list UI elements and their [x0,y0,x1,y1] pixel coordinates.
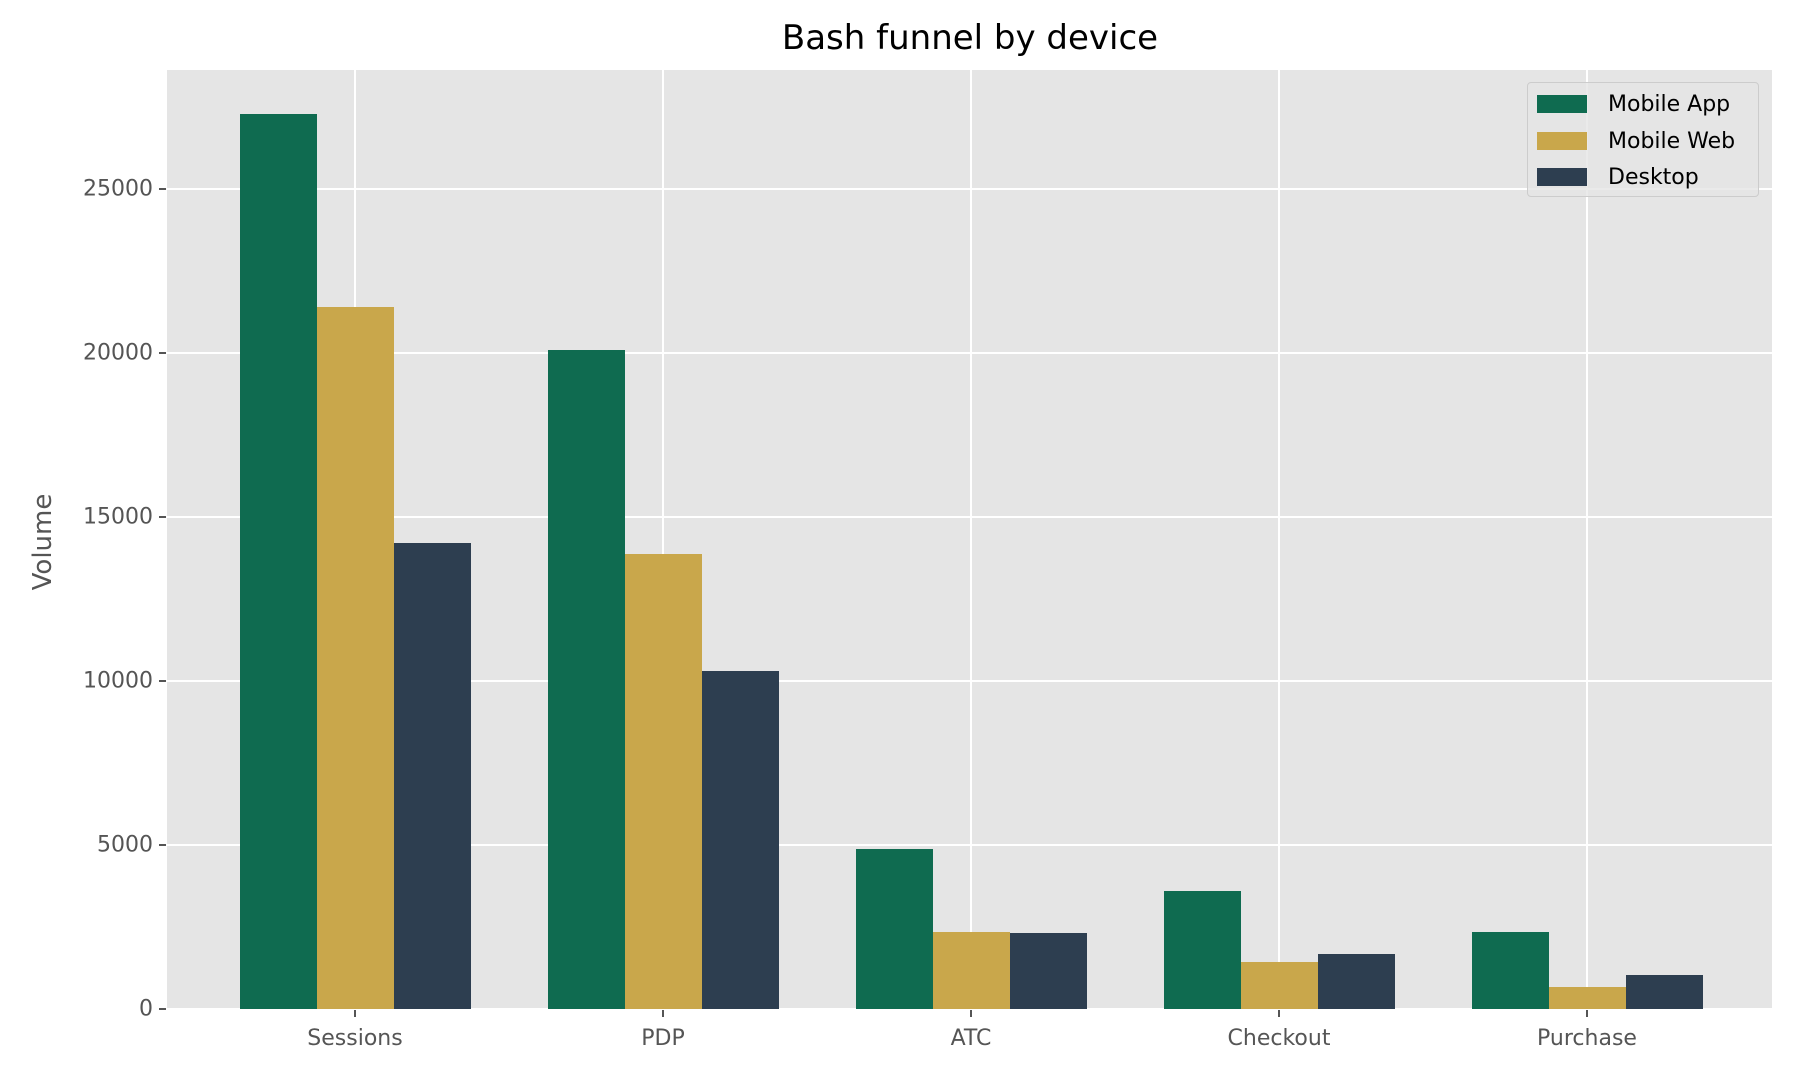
bar-desktop-checkout [1317,953,1395,1009]
bar-desktop-purchase [1625,974,1703,1009]
y-tick-mark [159,680,166,683]
legend-label: Mobile Web [1608,128,1736,154]
y-tick-mark [159,188,166,191]
bar-mobile-app-sessions [239,113,317,1009]
legend-label: Desktop [1608,164,1699,190]
bar-mobile-web-purchase [1548,987,1626,1009]
bar-desktop-pdp [701,671,779,1009]
y-axis-label: Volume [28,493,58,591]
chart-title: Bash funnel by device [781,18,1159,58]
y-tick-mark [159,1008,166,1010]
legend-item-desktop: Desktop [1537,164,1699,190]
gridline-x [662,70,664,1009]
bar-mobile-app-purchase [1471,931,1549,1009]
legend-swatch [1537,168,1587,186]
bar-mobile-web-pdp [624,554,702,1009]
x-tick-label: Checkout [1227,1026,1331,1051]
bar-desktop-atc [1009,932,1087,1009]
x-tick-mark [1586,1010,1588,1017]
legend: Mobile App Mobile Web Desktop [1527,82,1759,197]
x-tick-label: Purchase [1537,1026,1637,1051]
bar-mobile-app-pdp [547,350,625,1009]
x-tick-mark [354,1010,356,1017]
gridline-y [167,188,1772,191]
gridline-x [1278,70,1280,1009]
bar-mobile-app-checkout [1163,890,1241,1009]
bar-mobile-web-checkout [1240,962,1318,1009]
legend-item-mobile-web: Mobile Web [1537,128,1736,154]
x-tick-mark [970,1010,972,1017]
x-tick-label: ATC [950,1026,992,1051]
bar-mobile-web-atc [932,931,1010,1009]
y-tick-label: 10000 [83,668,153,694]
legend-swatch [1537,95,1587,113]
plot-area [167,70,1772,1009]
y-tick-label: 25000 [83,176,153,202]
x-tick-mark [662,1010,664,1017]
y-tick-label: 5000 [97,832,153,858]
legend-label: Mobile App [1608,91,1731,117]
bar-mobile-web-sessions [316,307,394,1009]
legend-item-mobile-app: Mobile App [1537,91,1731,117]
y-tick-mark [159,352,166,355]
y-tick-mark [159,844,166,846]
gridline-y [167,516,1772,519]
gridline-y [167,844,1772,846]
x-tick-label: Sessions [307,1026,403,1051]
legend-swatch [1537,132,1587,150]
x-tick-mark [1278,1010,1280,1017]
gridline-y [167,680,1772,683]
y-tick-label: 20000 [83,340,153,366]
bar-desktop-sessions [393,542,471,1009]
gridline-x [1586,70,1588,1009]
y-tick-label: 15000 [83,504,153,530]
y-tick-label: 0 [139,996,153,1022]
x-tick-label: PDP [641,1026,685,1051]
gridline-y [167,352,1772,355]
y-tick-mark [159,516,166,519]
bar-mobile-app-atc [855,848,933,1009]
gridline-x [970,70,972,1009]
